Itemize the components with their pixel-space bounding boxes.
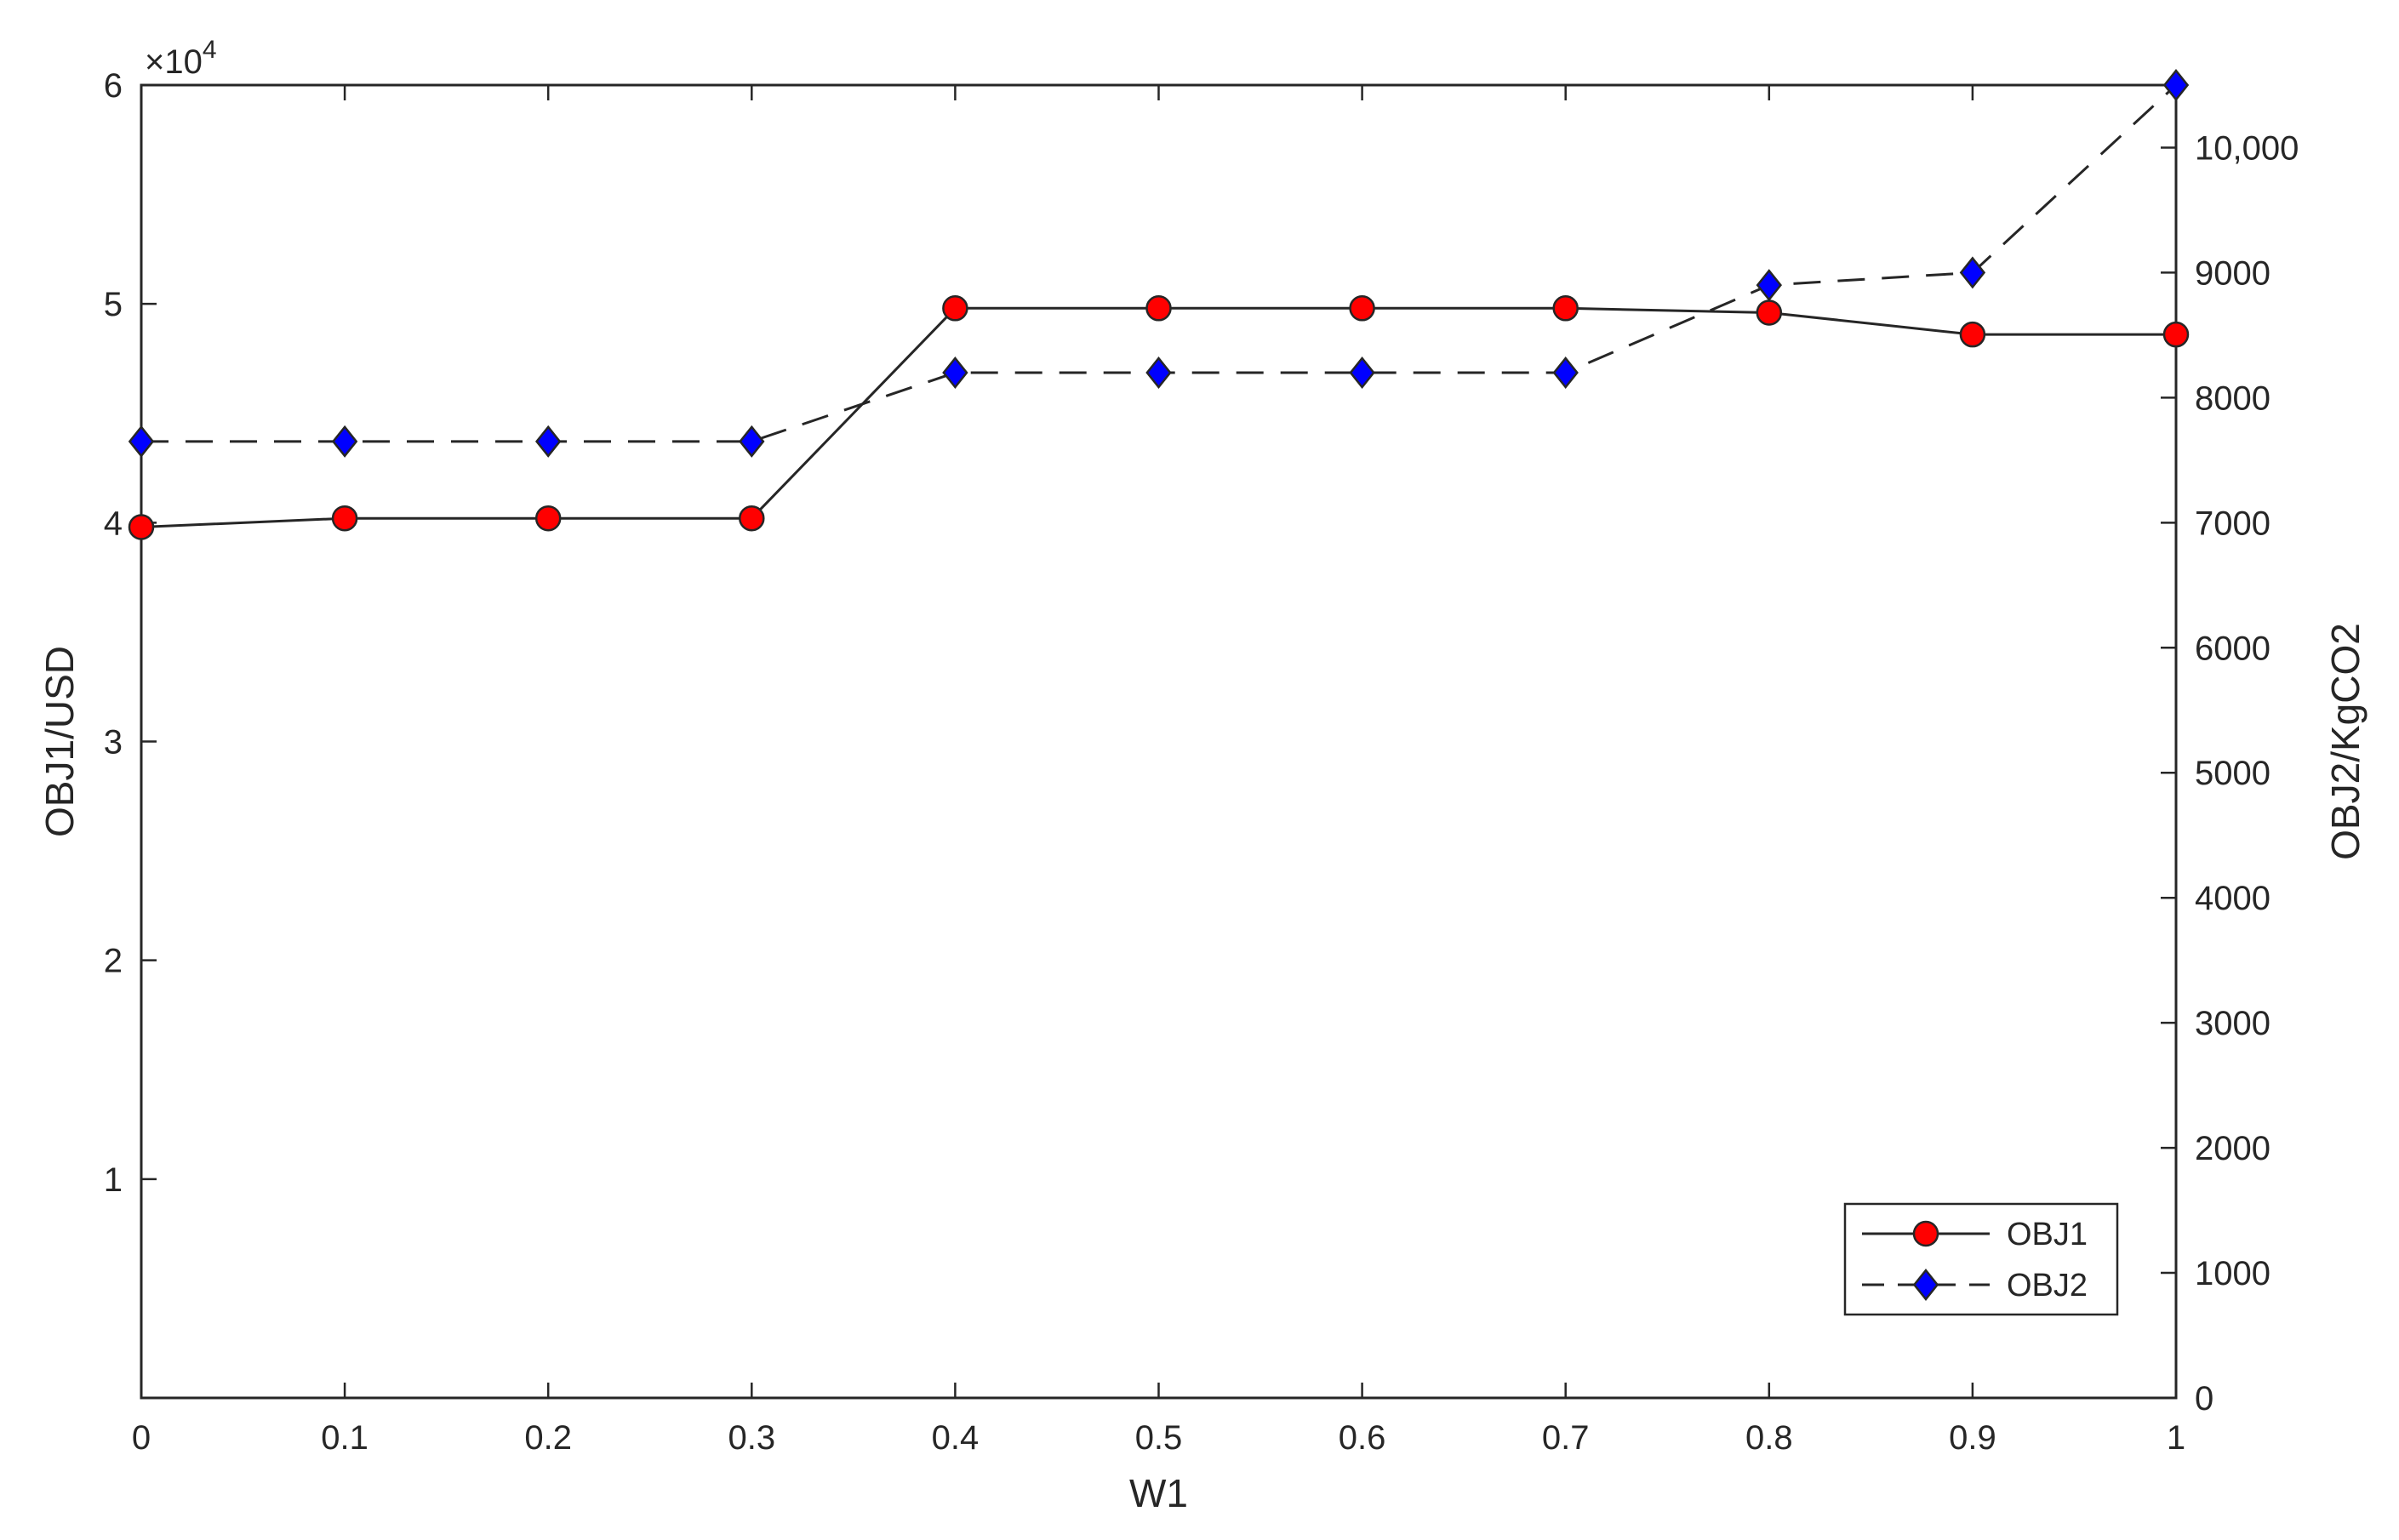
- right-y-tick-label: 3000: [2195, 1005, 2270, 1042]
- right-y-tick-label: 8000: [2195, 379, 2270, 417]
- x-tick-label: 0.5: [1135, 1419, 1183, 1457]
- series-line-obj1: [140, 306, 2176, 528]
- left-y-tick-label: 2: [104, 943, 123, 980]
- right-axis-title: OBJ2/KgCO2: [2323, 623, 2368, 860]
- left-y-tick-label: 5: [104, 286, 123, 323]
- legend-label-obj1: OBJ1: [2007, 1217, 2088, 1252]
- multiplier-base: ×10: [145, 43, 203, 81]
- x-tick-label: 1: [2167, 1419, 2185, 1457]
- right-y-tick-label: 9000: [2195, 254, 2270, 292]
- right-y-tick-label: 7000: [2195, 505, 2270, 542]
- x-tick-label: 0.6: [1339, 1419, 1386, 1457]
- right-y-tick-label: 6000: [2195, 630, 2270, 667]
- left-y-tick-label: 4: [104, 505, 123, 542]
- right-y-tick-label: 5000: [2195, 755, 2270, 792]
- x-tick-label: 0.2: [524, 1419, 572, 1457]
- data-point-obj1: [1756, 299, 1783, 326]
- data-point-obj1: [2162, 321, 2190, 348]
- data-point-obj2: [1349, 356, 1375, 389]
- left-axis-title: OBJ1/USD: [37, 646, 82, 837]
- legend: OBJ1 OBJ2: [1843, 1202, 2119, 1316]
- x-axis-title: W1: [1129, 1471, 1188, 1515]
- data-point-obj2: [942, 356, 968, 389]
- data-point-obj2: [1145, 356, 1172, 389]
- right-y-tick-label: 1000: [2195, 1255, 2270, 1292]
- data-point-obj1: [534, 505, 562, 532]
- data-point-obj1: [1349, 295, 1375, 322]
- data-point-obj1: [739, 505, 765, 532]
- data-point-obj2: [534, 425, 562, 458]
- plot-frame: [140, 83, 2178, 1400]
- x-tick-label: 0.8: [1745, 1419, 1793, 1457]
- legend-label-obj2: OBJ2: [2007, 1268, 2088, 1303]
- right-y-tick-label: 2000: [2195, 1130, 2270, 1167]
- multiplier-exponent: 4: [203, 36, 217, 64]
- legend-marker-obj1: [1912, 1220, 1939, 1247]
- data-point-obj2: [1756, 269, 1783, 302]
- data-point-obj2: [2162, 68, 2190, 102]
- data-point-obj2: [739, 425, 765, 458]
- series-layer: [128, 68, 2190, 540]
- data-point-obj1: [942, 295, 968, 322]
- data-point-obj1: [1145, 295, 1172, 322]
- data-point-obj1: [1959, 321, 1986, 348]
- data-point-obj2: [1959, 256, 1986, 289]
- data-point-obj2: [128, 425, 155, 458]
- left-y-tick-label: 1: [104, 1161, 123, 1199]
- data-point-obj1: [1552, 295, 1579, 322]
- data-point-obj1: [128, 514, 155, 540]
- x-tick-label: 0.4: [932, 1419, 980, 1457]
- left-y-tick-label: 3: [104, 724, 123, 761]
- left-y-tick-label: 6: [104, 67, 123, 105]
- axes-layer: 0 0.1 0.2 0.3 0.4 0.5 0.6 0.7 0.8 0.9 1 1 2 3 4 5 6 0 1000…: [37, 36, 2368, 1515]
- x-tick-label: 0.7: [1542, 1419, 1590, 1457]
- left-axis-multiplier: ×104: [145, 36, 217, 81]
- right-y-tick-label: 0: [2195, 1380, 2213, 1417]
- x-tick-label: 0.3: [728, 1419, 775, 1457]
- data-point-obj1: [331, 505, 358, 532]
- x-tick-label: 0: [132, 1419, 151, 1457]
- data-point-obj2: [1552, 356, 1579, 389]
- x-tick-label: 0.9: [1949, 1419, 1996, 1457]
- legend-box: [1843, 1202, 2119, 1316]
- x-tick-label: 0.1: [321, 1419, 368, 1457]
- right-y-tick-label: 10,000: [2195, 129, 2299, 167]
- legend-marker-obj2: [1912, 1268, 1939, 1302]
- data-point-obj2: [331, 425, 358, 458]
- right-y-tick-label: 4000: [2195, 880, 2270, 917]
